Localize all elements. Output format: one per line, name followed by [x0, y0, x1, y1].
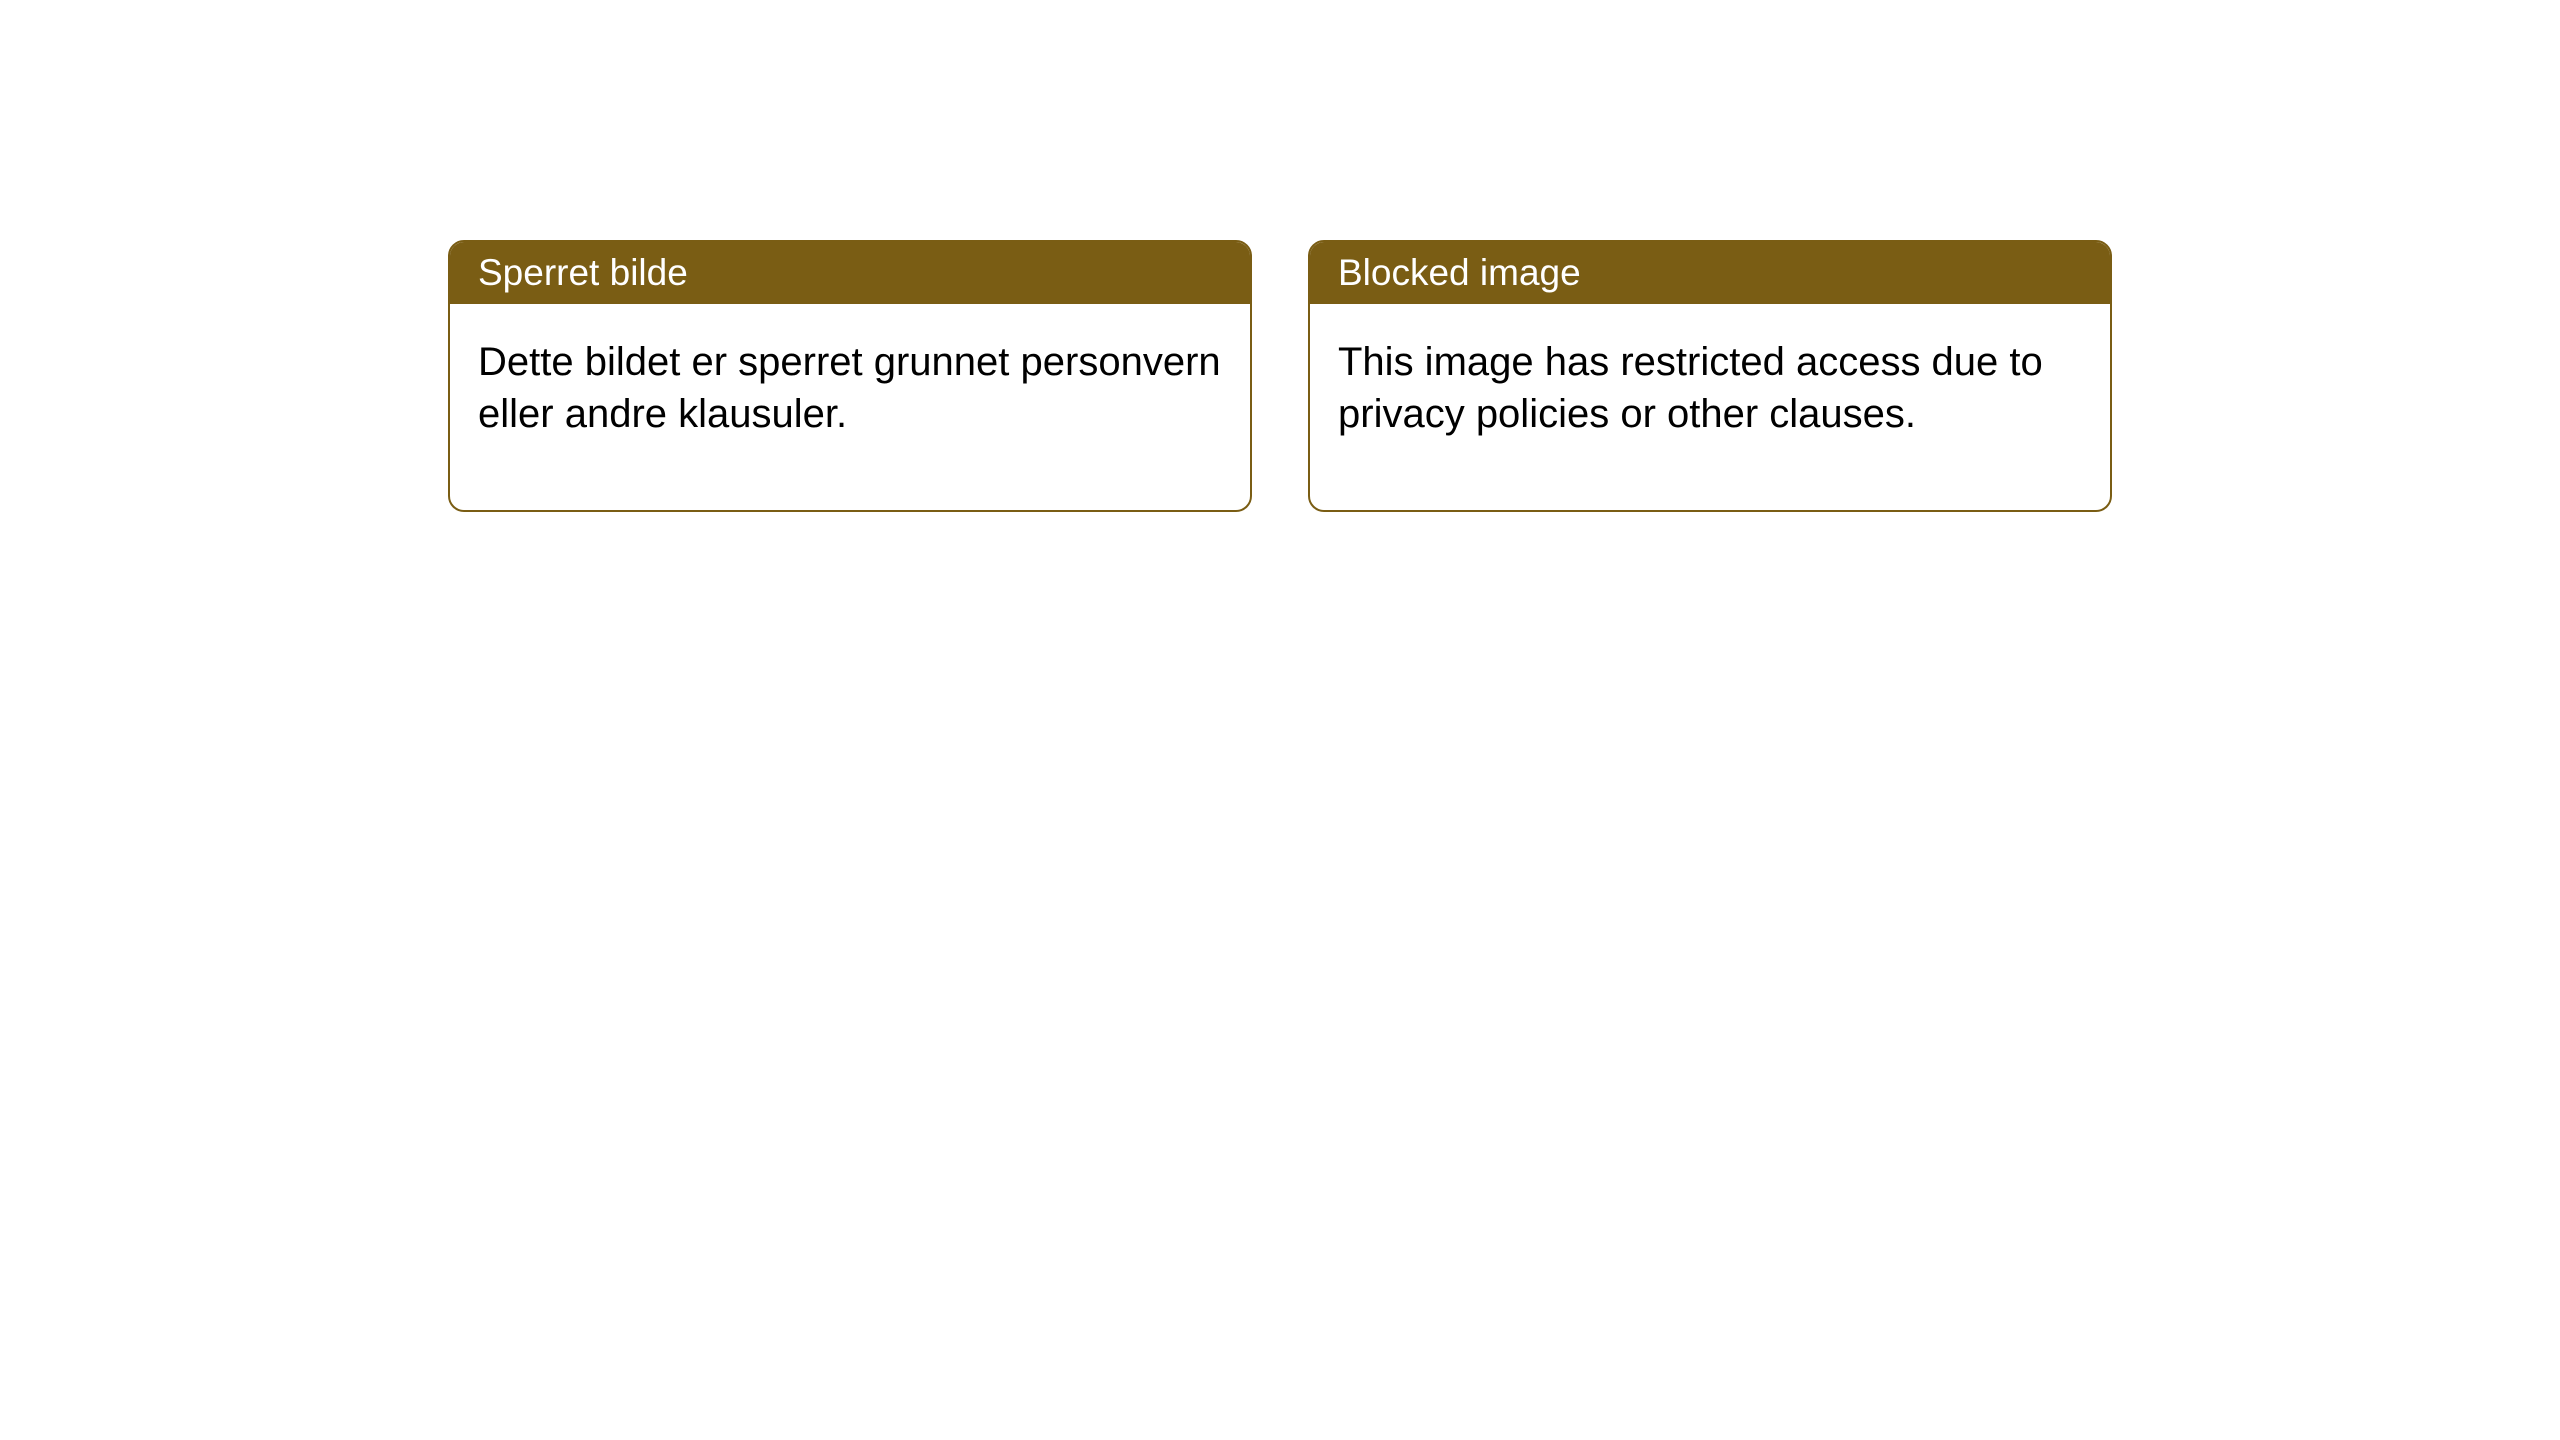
notice-header: Sperret bilde — [450, 242, 1250, 304]
notice-body: Dette bildet er sperret grunnet personve… — [450, 304, 1250, 510]
notice-container: Sperret bilde Dette bildet er sperret gr… — [0, 0, 2560, 512]
notice-header: Blocked image — [1310, 242, 2110, 304]
notice-box-norwegian: Sperret bilde Dette bildet er sperret gr… — [448, 240, 1252, 512]
notice-box-english: Blocked image This image has restricted … — [1308, 240, 2112, 512]
notice-body: This image has restricted access due to … — [1310, 304, 2110, 510]
